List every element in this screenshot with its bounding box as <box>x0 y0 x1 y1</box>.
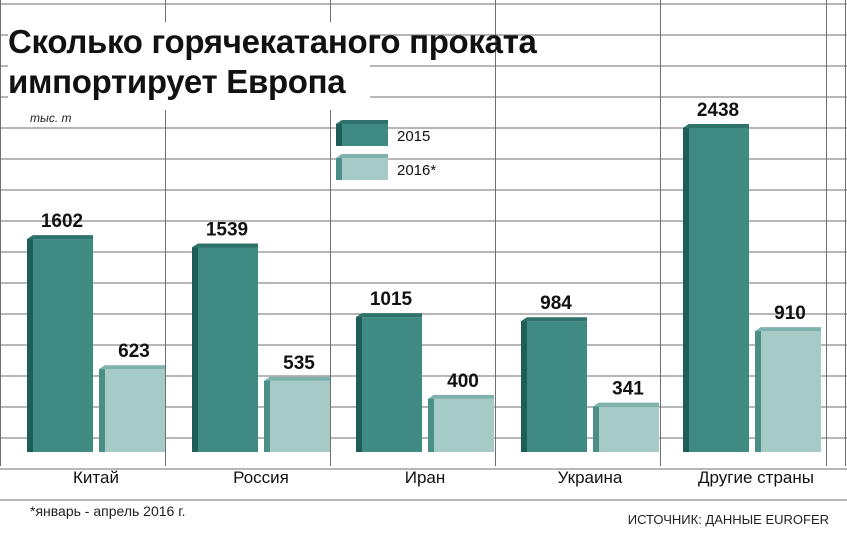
bar-2016-4 <box>755 327 821 452</box>
source-note: ИСТОЧНИК: ДАННЫЕ EUROFER <box>627 512 829 527</box>
bars <box>27 124 821 452</box>
title-line-1: Сколько горячекатаного проката <box>8 23 537 60</box>
category-label: Иран <box>405 468 446 487</box>
category-label: Россия <box>233 468 289 487</box>
bar-2015-0 <box>27 235 93 452</box>
bar-2015-2 <box>356 313 422 452</box>
bar-2015-1 <box>192 243 258 452</box>
bar-2015-4 <box>683 124 749 452</box>
category-label: Другие страны <box>698 468 814 487</box>
bar-2015-3 <box>521 317 587 452</box>
bar-2016-2 <box>428 394 494 452</box>
category-labels: Китай Россия Иран Украина Другие страны <box>73 468 814 487</box>
value-label: 623 <box>118 341 150 362</box>
legend: 2015 2016* <box>336 120 436 180</box>
bar-2016-1 <box>264 376 330 452</box>
value-label: 341 <box>612 379 644 400</box>
legend-label: 2015 <box>397 128 430 145</box>
category-label: Украина <box>558 468 623 487</box>
value-labels: 1602 623 1539 535 1015 400 984 341 2438 910 <box>41 100 806 400</box>
value-label: 1015 <box>370 289 413 310</box>
value-label: 535 <box>283 353 315 374</box>
bar-2016-0 <box>99 365 165 452</box>
value-label: 400 <box>447 371 479 392</box>
chart-title: Сколько горячекатаного проката импортиру… <box>8 22 537 110</box>
value-label: 1539 <box>206 219 248 240</box>
value-label: 1602 <box>41 211 83 232</box>
unit-label: тыс. т <box>30 111 72 125</box>
category-label: Китай <box>73 468 119 487</box>
title-line-2: импортирует Европа <box>8 63 346 100</box>
legend-label: 2016* <box>397 162 436 179</box>
footnote: *январь - апрель 2016 г. <box>30 503 186 519</box>
legend-item-2016: 2016* <box>336 154 436 180</box>
value-label: 2438 <box>697 100 739 121</box>
value-label: 984 <box>540 293 572 314</box>
value-label: 910 <box>774 303 806 324</box>
legend-item-2015: 2015 <box>336 120 430 146</box>
bar-2016-3 <box>593 402 659 452</box>
